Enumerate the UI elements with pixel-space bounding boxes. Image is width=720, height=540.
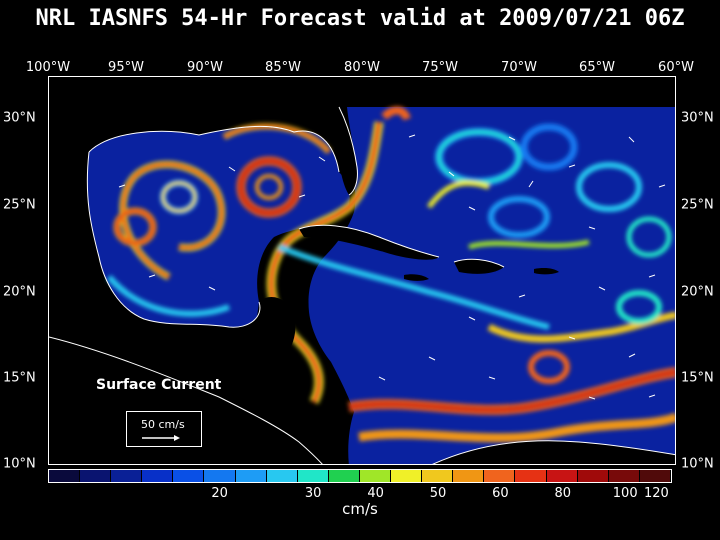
colorbar-segment: [577, 470, 609, 482]
colorbar-segment: [328, 470, 360, 482]
colorbar-segment: [422, 470, 454, 482]
colorbar-segment: [639, 470, 671, 482]
colorbar-tick-label: 80: [554, 486, 572, 501]
coastlines: [49, 106, 675, 464]
reference-arrow-icon: [142, 435, 180, 441]
current-speed-field: [106, 106, 675, 443]
map-title: NRL IASNFS 54-Hr Forecast valid at 2009/…: [35, 6, 685, 31]
lat-label: 20°N: [681, 284, 714, 300]
colorbar-tick-label: 60: [492, 486, 509, 501]
colorbar-tick-label: 120: [643, 486, 669, 501]
reference-vector-label: 50 cm/s: [141, 418, 185, 431]
current-map: [48, 76, 676, 465]
lat-label: 25°N: [3, 197, 36, 213]
colorbar-segment: [173, 470, 205, 482]
map-canvas: [49, 77, 675, 464]
colorbar-segment: [49, 470, 81, 482]
colorbar-segment: [204, 470, 236, 482]
colorbar-tick-label: 100: [612, 486, 638, 501]
lat-label: 15°N: [681, 370, 714, 386]
colorbar-segment: [515, 470, 547, 482]
colorbar-segment: [453, 470, 485, 482]
lon-label: 75°W: [422, 60, 458, 75]
lon-label: 100°W: [25, 60, 71, 75]
colorbar-segment: [80, 470, 112, 482]
colorbar-segment: [142, 470, 174, 482]
colorbar-segment: [297, 470, 329, 482]
colorbar-segment: [546, 470, 578, 482]
colorbar-tick-label: 50: [429, 486, 447, 501]
reference-vector-box: 50 cm/s: [126, 411, 202, 447]
colorbar-segment: [266, 470, 298, 482]
lon-label: 65°W: [579, 60, 615, 75]
colorbar-tick-label: 40: [367, 486, 384, 501]
lat-label: 20°N: [3, 284, 36, 300]
lat-label: 10°N: [3, 456, 36, 472]
lat-label: 15°N: [3, 370, 36, 386]
islands: [49, 107, 675, 464]
colorbar-tick-label: 20: [211, 486, 228, 501]
colorbar-units: cm/s: [342, 500, 378, 518]
lon-label: 60°W: [658, 60, 694, 75]
colorbar-segment: [391, 470, 423, 482]
surface-current-label: Surface Current: [96, 377, 222, 393]
colorbar-tick-label: 30: [304, 486, 322, 501]
lat-label: 10°N: [681, 456, 714, 472]
colorbar-segment: [111, 470, 143, 482]
lon-label: 80°W: [344, 60, 380, 75]
colorbar-segment: [359, 470, 392, 482]
lon-label: 95°W: [108, 60, 144, 75]
colorbar: [48, 469, 672, 483]
lon-label: 90°W: [187, 60, 223, 75]
colorbar-segment: [235, 470, 267, 482]
lat-label: 30°N: [681, 110, 714, 126]
colorbar-segment: [484, 470, 516, 482]
lon-label: 85°W: [265, 60, 301, 75]
lat-label: 25°N: [681, 197, 714, 213]
colorbar-segment: [608, 470, 640, 482]
velocity-vectors: [118, 134, 666, 400]
lon-label: 70°W: [501, 60, 537, 75]
lat-label: 30°N: [3, 110, 36, 126]
